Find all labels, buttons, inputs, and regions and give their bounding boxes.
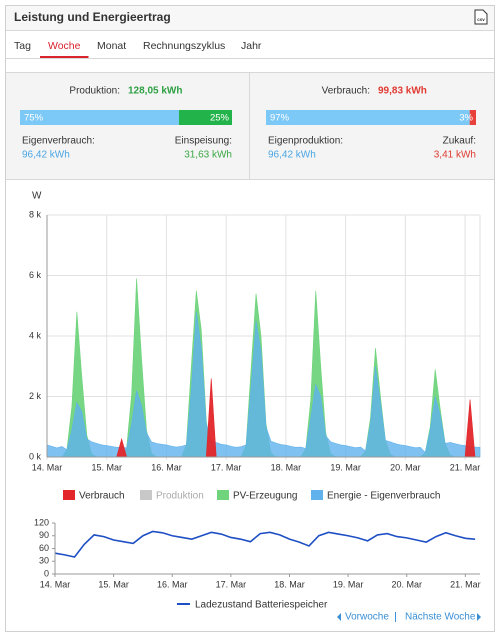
- legend-swatch[interactable]: [217, 490, 229, 500]
- next-arrow: [477, 613, 481, 621]
- csv-icon[interactable]: csv: [474, 9, 488, 25]
- summary-item-value: 96,42 kWh: [22, 150, 70, 161]
- prev-link[interactable]: Vorwoche: [345, 612, 389, 623]
- y-tick-label: 8 k: [29, 209, 42, 219]
- x-tick-label: 19. Mar: [330, 462, 361, 472]
- x-tick-label: 15. Mar: [91, 462, 122, 472]
- x-tick-label: 14. Mar: [32, 462, 63, 472]
- share-label: 25%: [210, 113, 230, 124]
- summary-item-value: 96,42 kWh: [268, 150, 316, 161]
- x-tick-label: 20. Mar: [390, 462, 421, 472]
- line: [54, 530, 476, 558]
- y-tick-label: 30: [39, 556, 49, 566]
- y-tick-label: 120: [34, 517, 49, 527]
- share-bar: [469, 110, 476, 125]
- y-axis-label: W: [32, 191, 42, 202]
- legend-label[interactable]: Energie - Eigenverbrauch: [327, 491, 440, 502]
- tab[interactable]: Jahr: [241, 40, 262, 52]
- tab-underline: [40, 56, 89, 58]
- area: [46, 311, 481, 458]
- summary-item-value: 31,63 kWh: [184, 150, 232, 161]
- legend-swatch[interactable]: [140, 490, 152, 500]
- summary-item-value: 3,41 kWh: [434, 150, 476, 161]
- share-label: 97%: [270, 113, 290, 124]
- x-tick-label: 14. Mar: [40, 579, 71, 589]
- share-bar: [179, 110, 232, 125]
- x-tick-label: 16. Mar: [157, 579, 188, 589]
- summary-label: Verbrauch:: [322, 86, 370, 97]
- legend-label[interactable]: PV-Erzeugung: [233, 491, 298, 502]
- share-bar: [20, 110, 179, 125]
- legend-label[interactable]: Verbrauch: [79, 491, 125, 502]
- legend-swatch[interactable]: [63, 490, 75, 500]
- share-label: 75%: [24, 113, 44, 124]
- summary-item-label: Eigenverbrauch:: [22, 136, 95, 147]
- tab[interactable]: Rechnungszyklus: [143, 40, 225, 52]
- x-tick-label: 21. Mar: [450, 579, 481, 589]
- summary-item-label: Zukauf:: [443, 136, 476, 147]
- y-tick-label: 6 k: [29, 270, 42, 280]
- share-bar: [266, 110, 470, 125]
- share-label: 3%: [459, 113, 473, 124]
- summary-item-label: Einspeisung:: [175, 136, 232, 147]
- legend-label: Ladezustand Batteriespeicher: [195, 600, 328, 611]
- x-tick-label: 21. Mar: [450, 462, 481, 472]
- summary-label: Produktion:: [69, 86, 120, 97]
- x-tick-label: 19. Mar: [333, 579, 364, 589]
- y-tick-label: 60: [39, 543, 49, 553]
- icon-frame: [474, 9, 488, 25]
- next-link[interactable]: Nächste Woche: [405, 612, 476, 623]
- y-tick-label: 2 k: [29, 391, 42, 401]
- x-tick-label: 17. Mar: [216, 579, 247, 589]
- summary-total: 128,05 kWh: [128, 86, 182, 97]
- title: Leistung und Energieertrag: [14, 10, 171, 24]
- x-tick-label: 18. Mar: [274, 579, 305, 589]
- tab[interactable]: Woche: [48, 40, 81, 52]
- icon-label: csv: [477, 17, 485, 22]
- header-bg: [6, 6, 494, 30]
- x-tick-label: 20. Mar: [391, 579, 422, 589]
- x-tick-label: 17. Mar: [211, 462, 242, 472]
- summary-item-label: Eigenproduktion:: [268, 136, 343, 147]
- x-tick-label: 16. Mar: [151, 462, 182, 472]
- legend-label[interactable]: Produktion: [156, 491, 204, 502]
- tab[interactable]: Monat: [97, 40, 126, 52]
- y-tick-label: 4 k: [29, 330, 42, 340]
- x-tick-label: 18. Mar: [271, 462, 302, 472]
- y-tick-label: 90: [39, 530, 49, 540]
- x-tick-label: 15. Mar: [98, 579, 129, 589]
- summary-total: 99,83 kWh: [378, 86, 427, 97]
- legend-swatch[interactable]: [311, 490, 323, 500]
- prev-arrow: [337, 613, 341, 621]
- y-tick-label: 0 k: [29, 451, 42, 461]
- tab[interactable]: Tag: [14, 40, 31, 52]
- y-tick-label: 0: [44, 568, 49, 578]
